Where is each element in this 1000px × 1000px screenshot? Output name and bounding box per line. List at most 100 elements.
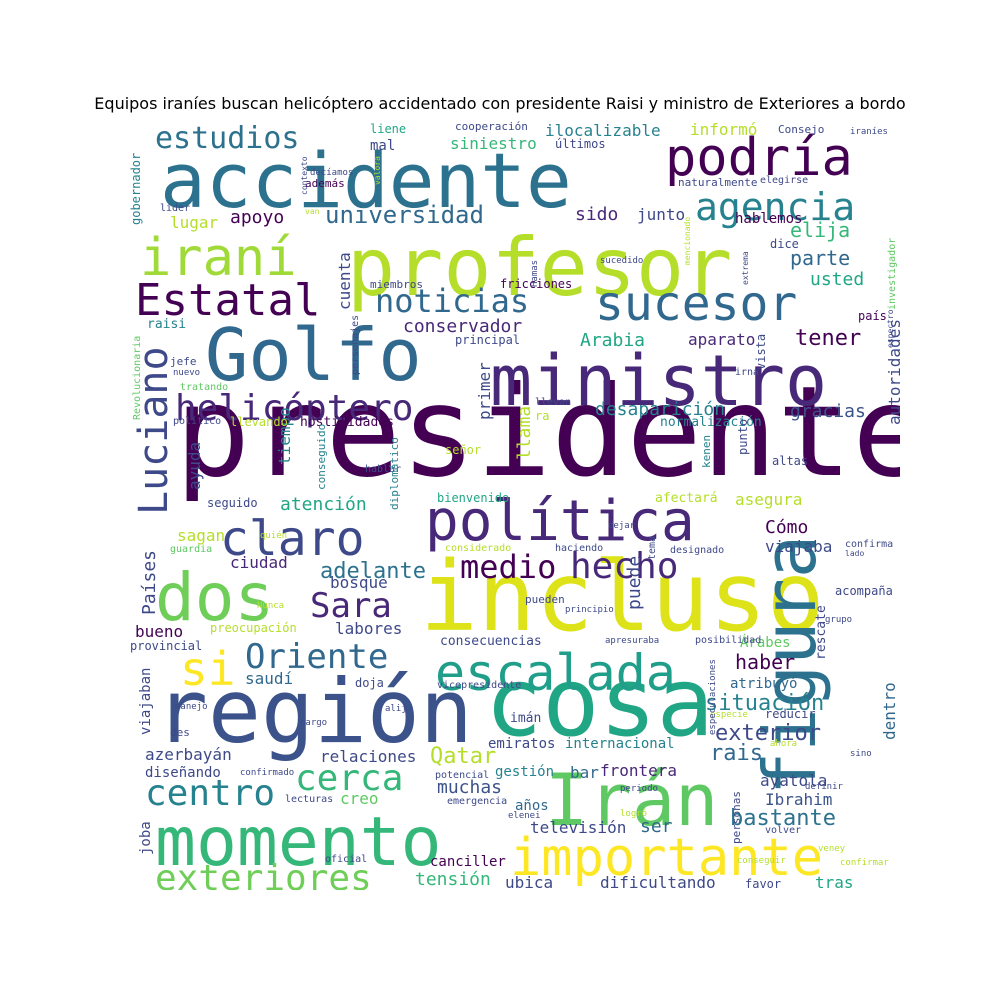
cloud-word: principio <box>565 605 614 615</box>
cloud-word: exteriores <box>155 858 372 890</box>
cloud-word: exterior <box>715 721 821 746</box>
cloud-word: incluso <box>420 541 825 653</box>
cloud-word: veney <box>818 844 846 854</box>
cloud-word: iraní <box>140 228 297 288</box>
cloud-word: contexto <box>300 156 309 195</box>
cloud-word: internacional <box>565 736 675 752</box>
cloud-word: punto <box>736 419 750 455</box>
cloud-word: desaparición <box>595 399 725 420</box>
cloud-word: apresuraba <box>605 636 659 646</box>
cloud-word: confirmar <box>840 858 889 868</box>
cloud-word: Estatal <box>135 275 320 326</box>
cloud-word: junto <box>637 205 685 224</box>
cloud-word: claro <box>220 511 365 567</box>
cloud-word: últimos <box>555 137 606 151</box>
cloud-word: gracias <box>790 401 866 422</box>
cloud-word: puede <box>624 556 645 610</box>
cloud-word: Nunca <box>257 601 284 611</box>
cloud-word: altas <box>772 454 808 468</box>
cloud-word: preocupación <box>210 621 297 635</box>
cloud-word: noticias <box>375 282 529 320</box>
cloud-word: tiempo <box>275 407 294 465</box>
cloud-word: podría <box>665 128 853 188</box>
cloud-word: medio <box>460 548 556 586</box>
cloud-word: des <box>170 726 190 739</box>
cloud-word: saudí <box>245 669 293 688</box>
cloud-word: líder <box>160 202 190 214</box>
cloud-word: ilocalizable <box>545 121 661 140</box>
cloud-word: dice <box>770 237 799 251</box>
cloud-word: haber <box>735 650 795 674</box>
cloud-word: jefe <box>170 355 197 368</box>
cloud-word: viajaban <box>138 668 154 735</box>
cloud-word: sino <box>850 749 872 759</box>
cloud-word: atención <box>280 494 367 515</box>
cloud-word: sucedido <box>600 256 643 266</box>
cloud-word: joba <box>138 821 154 855</box>
cloud-word: centro <box>145 773 275 814</box>
cloud-word: canciller <box>430 854 506 870</box>
cloud-word: llevan <box>535 397 571 408</box>
cloud-word: adelante <box>320 559 426 584</box>
cloud-word: seguido <box>207 496 258 510</box>
cloud-word: especie <box>710 710 748 720</box>
cloud-word: siniestro <box>450 134 537 153</box>
cloud-word: importante <box>510 828 823 888</box>
cloud-word: ubica <box>505 873 553 890</box>
cloud-word: Árabes <box>740 634 791 651</box>
cloud-word: acompaña <box>835 584 893 598</box>
cloud-word: primer <box>475 362 494 420</box>
cloud-word: emergencia <box>447 796 507 807</box>
cloud-word: afectará <box>655 491 718 506</box>
cloud-word: ser <box>640 816 673 837</box>
cloud-word: lecturas <box>285 794 333 805</box>
cloud-word: gobernador <box>129 153 143 225</box>
cloud-word: ministro <box>490 340 827 422</box>
cloud-word: ahora <box>770 739 797 749</box>
cloud-word: Qatar <box>430 744 496 769</box>
cloud-word: cuenta <box>335 252 354 310</box>
cloud-word: dejar <box>608 521 636 531</box>
cloud-word: personas <box>730 791 743 844</box>
cloud-word: muchas <box>437 777 502 798</box>
cloud-word: situación <box>705 691 824 716</box>
cloud-word: cargo <box>300 718 327 728</box>
cloud-word: diseñando <box>145 765 221 781</box>
cloud-word: Golfo <box>205 313 422 397</box>
cloud-word: espectro <box>886 309 895 348</box>
cloud-word: cerca <box>295 758 403 799</box>
cloud-word: logró <box>620 808 647 819</box>
cloud-word: creo <box>340 789 379 808</box>
cloud-word: alij <box>385 704 407 714</box>
cloud-word: llama <box>514 406 535 460</box>
cloud-word: definir <box>805 782 844 792</box>
cloud-word: sido <box>575 204 618 225</box>
cloud-word: televisión <box>530 818 626 837</box>
cloud-word: emiratos <box>488 736 555 752</box>
cloud-word: personajes <box>350 315 361 375</box>
cloud-word: Oriente <box>245 637 388 677</box>
cloud-word: autoridades <box>885 319 900 425</box>
cloud-word: elegirse <box>760 175 808 186</box>
cloud-word: guardia <box>170 544 212 555</box>
cloud-word: llevando <box>230 415 288 429</box>
cloud-word: helicóptero <box>175 388 413 429</box>
cloud-word: vista <box>754 334 768 370</box>
cloud-word: haciendo <box>555 543 603 554</box>
cloud-word: decíamos <box>310 168 353 178</box>
cloud-word: momento <box>155 803 442 882</box>
cloud-word: Irán <box>545 758 718 842</box>
cloud-word: universidad <box>325 201 484 229</box>
cloud-word: informó <box>690 120 757 139</box>
cloud-word: favor <box>745 877 781 890</box>
cloud-word: oficial <box>325 854 367 865</box>
cloud-word: bar <box>570 763 599 782</box>
cloud-word: cooperación <box>455 120 528 133</box>
cloud-word: parte <box>790 246 850 270</box>
cloud-word: azerbayán <box>145 745 232 764</box>
cloud-word: elija <box>790 218 850 242</box>
cloud-word: raisi <box>147 317 186 332</box>
cloud-word: liene <box>370 122 406 136</box>
cloud-word: presidente <box>175 360 900 505</box>
cloud-word: sucesor <box>595 276 797 332</box>
